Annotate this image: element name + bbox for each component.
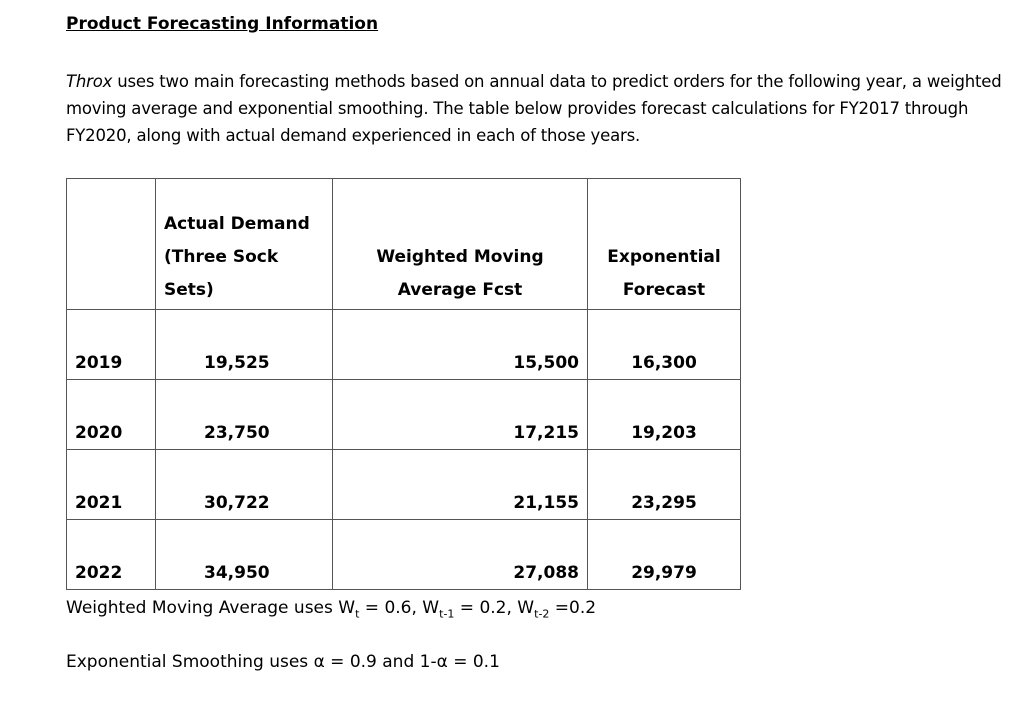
header-cell: Exponential Forecast: [587, 178, 741, 310]
exponential-note: Exponential Smoothing uses α = 0.9 and 1…: [66, 652, 500, 672]
value-cell: 15,500: [332, 309, 588, 380]
table-row: 2020 23,750 17,215 19,203: [66, 379, 741, 450]
title: Product Forecasting Information: [66, 14, 379, 34]
value-cell: 29,979: [587, 519, 741, 590]
year-cell: 2021: [66, 449, 156, 520]
value-cell: 19,525: [155, 309, 333, 380]
company: Throx: [66, 72, 113, 91]
value-cell: 23,295: [587, 449, 741, 520]
subscript: t-2: [534, 607, 550, 621]
value-cell: 19,203: [587, 379, 741, 450]
note-text: Weighted Moving Average uses W: [66, 598, 356, 618]
subscript: t-1: [439, 607, 455, 621]
value-cell: 21,155: [332, 449, 588, 520]
weighted-note: Weighted Moving Average uses Wt = 0.6, W…: [66, 598, 596, 620]
table-row: 2022 34,950 27,088 29,979: [66, 519, 741, 590]
header-cell: [66, 178, 156, 310]
subscript: t: [355, 607, 360, 621]
note-text: =0.2: [549, 598, 597, 618]
note-text: = 0.6, W: [359, 598, 440, 618]
value-cell: 34,950: [155, 519, 333, 590]
intro-text: uses two main forecasting methods based …: [66, 72, 1002, 145]
year-cell: 2022: [66, 519, 156, 590]
year-cell: 2020: [66, 379, 156, 450]
table-row: 2021 30,722 21,155 23,295: [66, 449, 741, 520]
year-cell: 2019: [66, 309, 156, 380]
intro: Throx uses two main forecasting methods …: [66, 68, 1006, 149]
forecast-table: Actual Demand (Three Sock Sets) Weighted…: [66, 178, 741, 590]
table-row: 2019 19,525 15,500 16,300: [66, 309, 741, 380]
value-cell: 16,300: [587, 309, 741, 380]
value-cell: 23,750: [155, 379, 333, 450]
header-row: Actual Demand (Three Sock Sets) Weighted…: [66, 178, 741, 310]
value-cell: 17,215: [332, 379, 588, 450]
header-cell: Weighted Moving Average Fcst: [332, 178, 588, 310]
note-text: = 0.2, W: [454, 598, 535, 618]
value-cell: 27,088: [332, 519, 588, 590]
value-cell: 30,722: [155, 449, 333, 520]
header-cell: Actual Demand (Three Sock Sets): [155, 178, 333, 310]
